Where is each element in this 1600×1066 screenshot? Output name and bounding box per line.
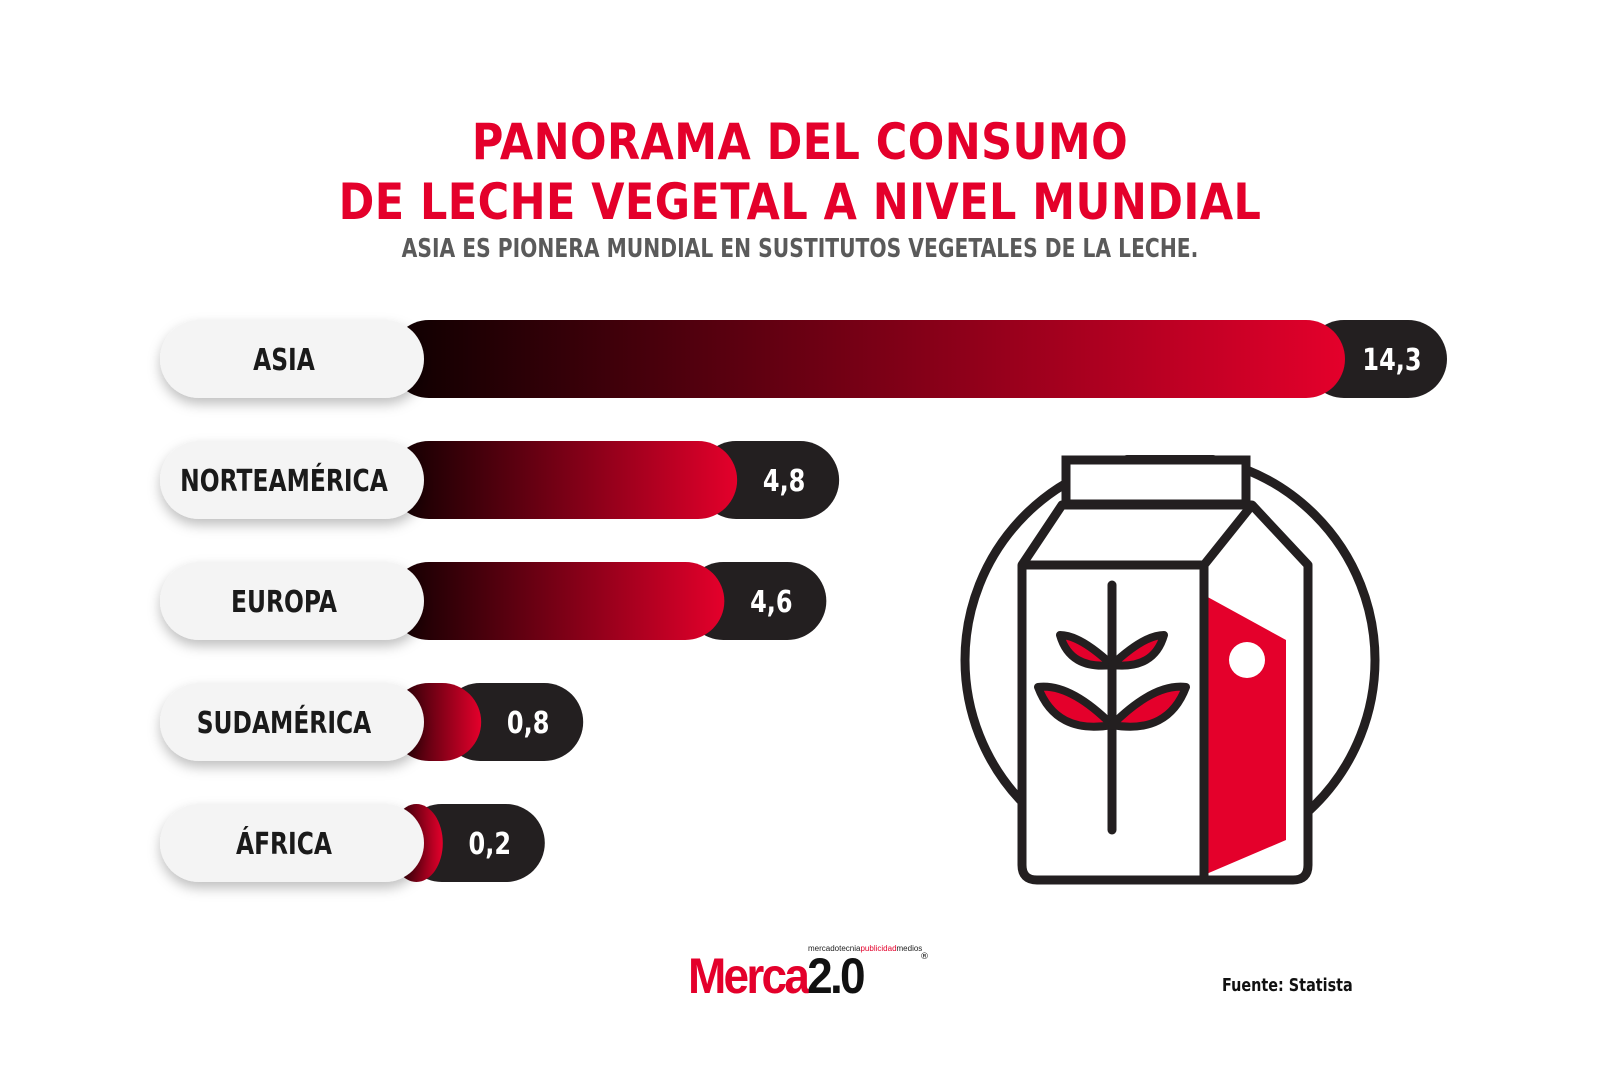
category-pill [160,562,424,640]
data-bar [390,562,725,640]
chart-subtitle: ASIA ES PIONERA MUNDIAL EN SUSTITUTOS VE… [401,234,1199,264]
value-label: 4,6 [750,585,793,619]
logo-wordmark: Merca2.0 [688,948,866,1004]
category-label: EUROPA [231,585,337,620]
value-label: 0,8 [507,706,550,740]
category-pill [160,683,424,761]
source-note: Fuente: Statista [1222,975,1353,996]
logo-tagline: mercadotecniapublicidadmedios [808,944,923,953]
bar-row: SUDAMÉRICA 0,8 [160,683,584,761]
chart-title: PANORAMA DEL CONSUMO DE LECHE VEGETAL A … [112,112,1488,232]
value-cap [441,683,584,761]
merca-logo: mercadotecniapublicidadmedios Merca2.0 ® [688,944,929,1006]
category-label: NORTEAMÉRICA [180,463,388,499]
value-cap [697,441,840,519]
title-line-1: PANORAMA DEL CONSUMO [471,113,1129,171]
bar-row: ÁFRICA 0,2 [160,804,545,882]
data-bar [390,320,1345,398]
value-label: 4,8 [763,464,806,498]
category-label: ÁFRICA [236,826,332,862]
category-pill [160,804,424,882]
category-label: ASIA [253,343,315,378]
category-pill [160,320,424,398]
value-label: 14,3 [1362,343,1421,377]
category-pill [160,441,424,519]
value-cap [684,562,827,640]
data-bar [390,441,738,519]
bar-row: ASIA 14,3 [160,320,1447,398]
value-cap [1305,320,1447,398]
bar-row: EUROPA 4,6 [160,562,827,640]
category-label: SUDAMÉRICA [197,705,372,741]
plant-milk-carton-icon [960,455,1380,885]
bar-row: NORTEAMÉRICA 4,8 [160,441,840,519]
title-line-2: DE LECHE VEGETAL A NIVEL MUNDIAL [338,173,1262,231]
logo-registered-mark: ® [920,952,929,962]
value-label: 0,2 [469,827,512,861]
